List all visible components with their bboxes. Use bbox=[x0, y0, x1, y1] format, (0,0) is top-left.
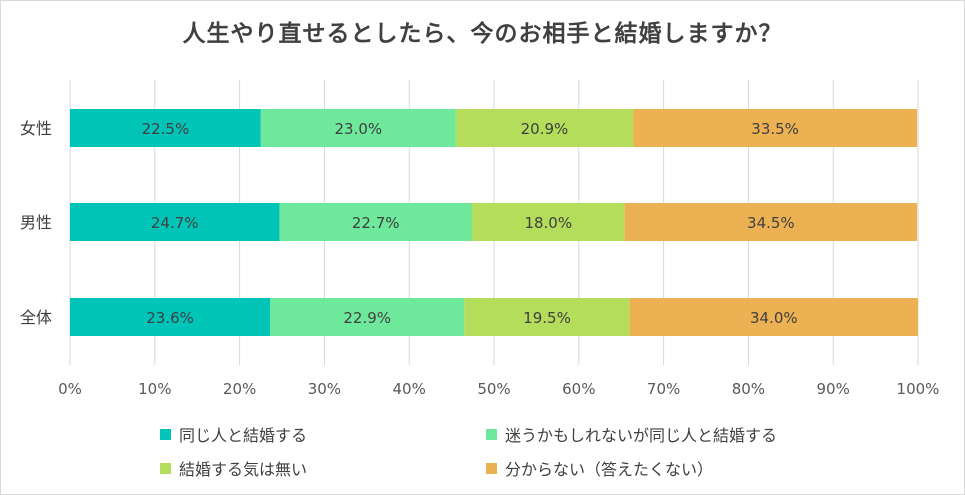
data-label: 23.0% bbox=[334, 120, 382, 138]
x-tick-label: 10% bbox=[138, 380, 171, 398]
data-label: 19.5% bbox=[523, 309, 571, 327]
bar-segment bbox=[624, 203, 918, 241]
data-label: 24.7% bbox=[151, 214, 199, 232]
x-tick-label: 40% bbox=[393, 380, 426, 398]
bar-segment bbox=[629, 298, 918, 336]
x-tick-label: 50% bbox=[477, 380, 510, 398]
category-label: 男性 bbox=[20, 213, 52, 232]
bar-segment bbox=[270, 298, 465, 336]
bar-segment bbox=[633, 109, 918, 147]
bar-segment bbox=[279, 203, 472, 241]
x-tick-label: 70% bbox=[647, 380, 680, 398]
bar-segment bbox=[70, 109, 261, 147]
x-tick-label: 0% bbox=[58, 380, 82, 398]
x-tick-label: 90% bbox=[817, 380, 850, 398]
data-label: 22.9% bbox=[343, 309, 391, 327]
data-label: 34.0% bbox=[750, 309, 798, 327]
data-label: 22.7% bbox=[352, 214, 400, 232]
bar-segment bbox=[70, 203, 280, 241]
chart-title: 人生やり直せるとしたら、今のお相手と結婚しますか？ bbox=[182, 21, 783, 47]
data-label: 34.5% bbox=[747, 214, 795, 232]
x-tick-label: 20% bbox=[223, 380, 256, 398]
x-tick-label: 30% bbox=[308, 380, 341, 398]
x-tick-label: 60% bbox=[562, 380, 595, 398]
bar-segment bbox=[70, 298, 271, 336]
category-label: 女性 bbox=[20, 119, 52, 138]
bar-segment bbox=[471, 203, 625, 241]
x-tick-label: 100% bbox=[897, 380, 940, 398]
bar-segment bbox=[455, 109, 634, 147]
data-label: 23.6% bbox=[146, 309, 194, 327]
data-label: 20.9% bbox=[521, 120, 569, 138]
bar-segment bbox=[260, 109, 456, 147]
data-label: 33.5% bbox=[751, 120, 799, 138]
x-tick-label: 80% bbox=[732, 380, 765, 398]
data-label: 22.5% bbox=[142, 120, 190, 138]
category-label: 全体 bbox=[20, 308, 52, 327]
data-label: 18.0% bbox=[524, 214, 572, 232]
bar-segment bbox=[464, 298, 630, 336]
